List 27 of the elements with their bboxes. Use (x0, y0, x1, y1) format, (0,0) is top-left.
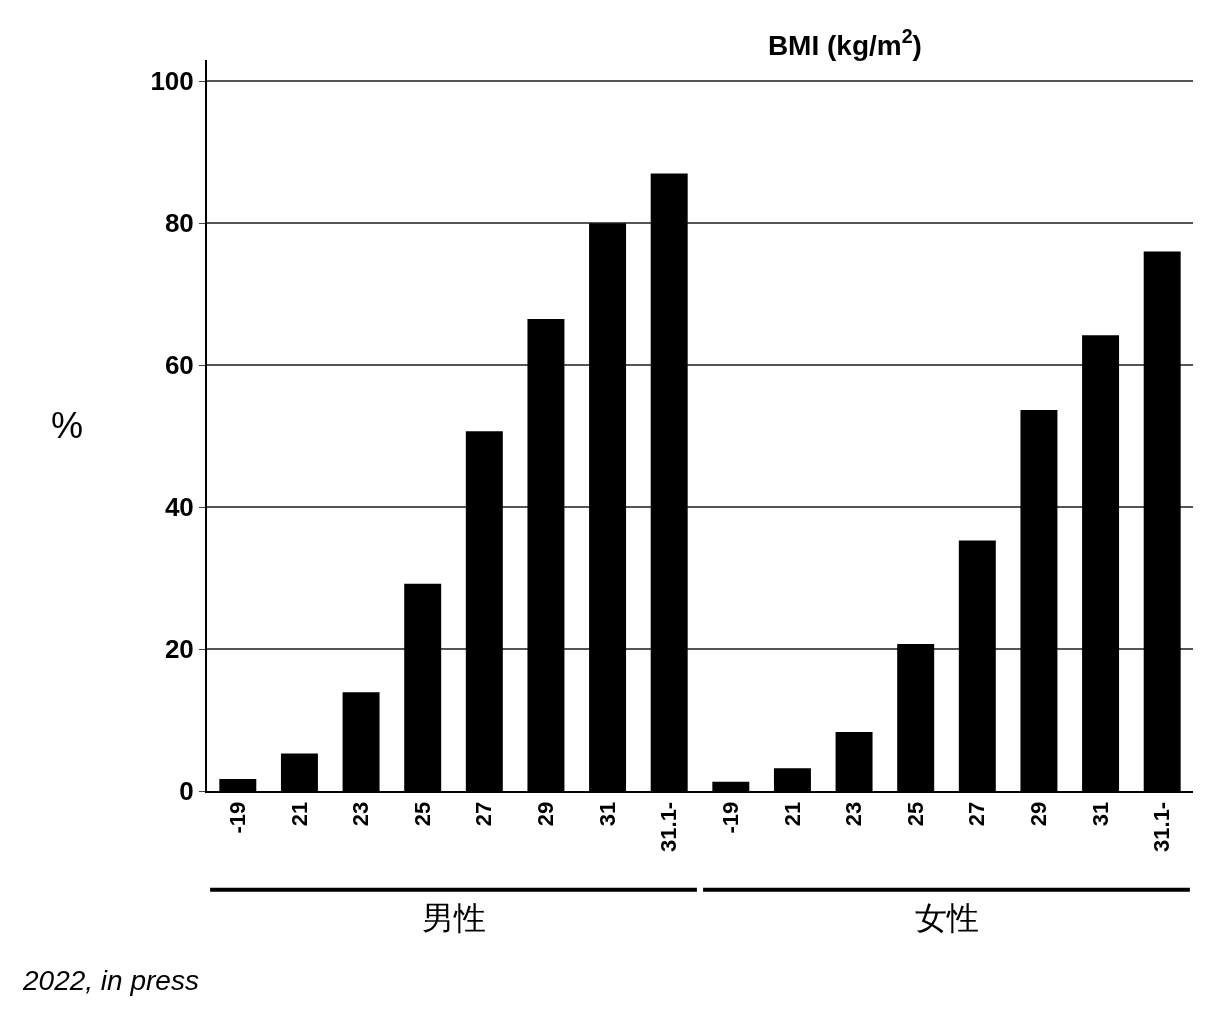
x-tick-label: 31 (594, 801, 620, 827)
x-tick-label: 23 (348, 801, 374, 827)
y-tick-label: 60 (164, 350, 194, 381)
y-tick-label: 40 (164, 492, 194, 523)
text: 女性 (915, 899, 979, 937)
y-tick-label: 80 (164, 208, 194, 239)
y-tick-label: 0 (179, 776, 194, 807)
chart-title: BMI (kg/m$^{2}$) (767, 25, 922, 62)
x-tick-label: 29 (1026, 801, 1052, 827)
x-tick-label: 25 (902, 801, 928, 827)
x-tick-label: 31.1- (1149, 801, 1175, 852)
y-tick-label: 100 (150, 66, 194, 97)
x-tick-label: 25 (409, 801, 435, 827)
x-tick-label: 27 (471, 801, 497, 827)
x-tick-label: 21 (286, 801, 312, 827)
x-tick-label: 21 (779, 801, 805, 827)
x-tick-label: 31.1- (656, 801, 682, 852)
y-tick-label: 20 (164, 634, 194, 665)
x-tick-label: 23 (841, 801, 867, 827)
x-tick-label: -19 (224, 801, 250, 834)
x-tick-label: 29 (533, 801, 559, 827)
x-tick-label: 27 (964, 801, 990, 827)
text: 男性 (422, 899, 486, 937)
text: 2022, in press (22, 965, 199, 996)
y-axis-title: % (51, 405, 84, 446)
x-tick-label: 31 (1087, 801, 1113, 827)
x-tick-label: -19 (717, 801, 743, 834)
